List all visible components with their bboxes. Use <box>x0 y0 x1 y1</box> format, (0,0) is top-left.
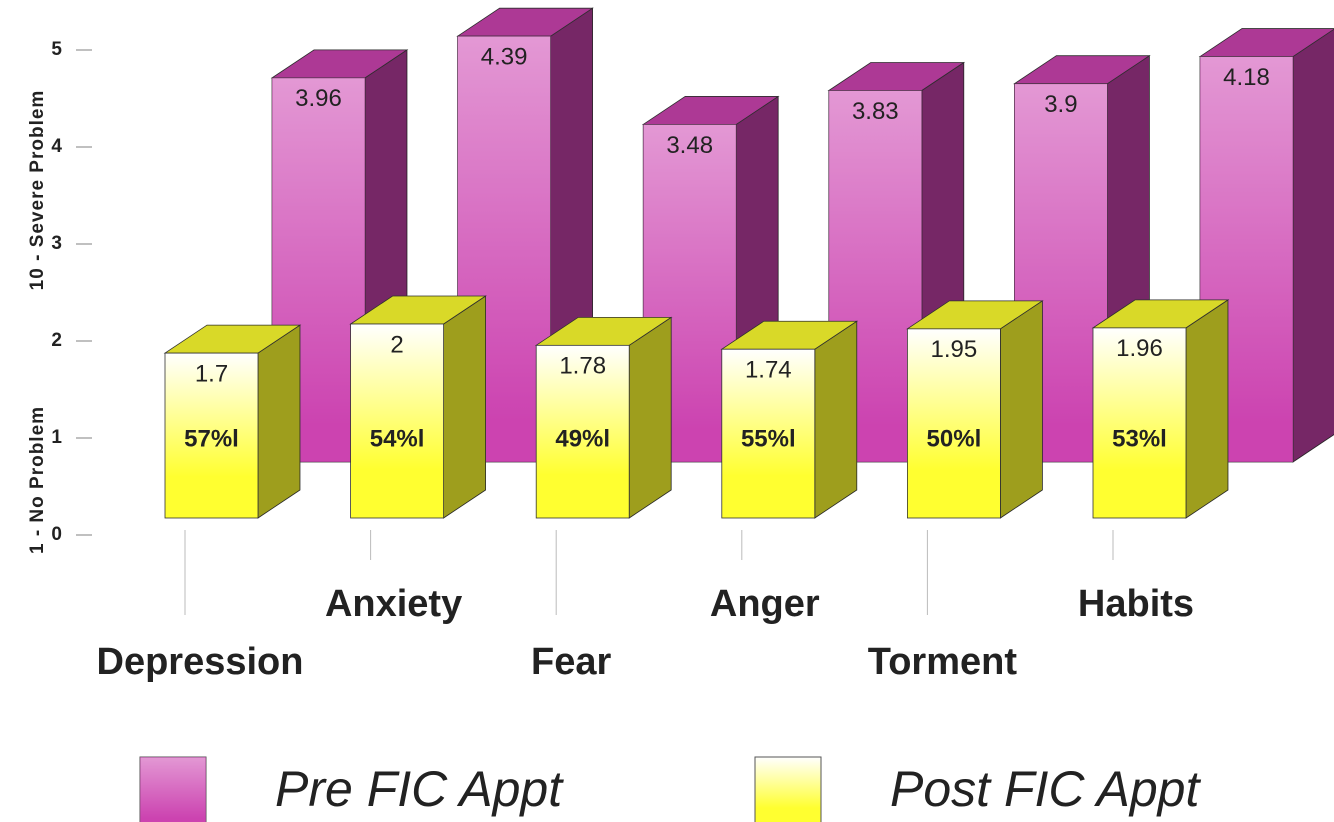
bar-side-shade <box>629 317 672 518</box>
percent-label: 50%l <box>927 425 982 452</box>
bar <box>721 348 816 519</box>
bar <box>164 352 259 519</box>
data-label: 3.96 <box>295 85 342 112</box>
bar-top-shade <box>350 296 486 324</box>
legend-label: Post FIC Appt <box>890 761 1201 817</box>
y-tick-label: 4 <box>51 136 62 157</box>
bar-3d: 1.95 50%l <box>906 300 1044 519</box>
bar-3d: 2 54%l <box>349 295 487 519</box>
data-label: 2 <box>390 331 403 358</box>
data-label: 3.83 <box>852 98 899 125</box>
data-label: 1.96 <box>1116 335 1163 362</box>
legend-swatch <box>754 756 822 822</box>
percent-label: 55%l <box>741 425 796 452</box>
bar-top-shade <box>828 62 964 91</box>
bar-side-shade <box>1293 29 1334 462</box>
bar-top-shade <box>457 8 593 37</box>
bar <box>350 323 445 519</box>
y-tick-label: 1 <box>51 427 62 448</box>
percent-label: 49%l <box>555 425 610 452</box>
bar-side-shade <box>1186 299 1228 518</box>
bar-top-shade <box>272 49 407 78</box>
y-tick-label: 5 <box>51 39 62 60</box>
percent-label: 57%l <box>184 425 239 452</box>
bar-top-shade <box>1093 299 1228 328</box>
x-tick-label: Anxiety <box>325 583 462 625</box>
data-label: 3.9 <box>1044 91 1077 118</box>
percent-label: 53%l <box>1112 425 1167 452</box>
bar-side-shade <box>814 321 857 518</box>
bar-top-shade <box>1200 28 1334 57</box>
bar-top-shade <box>907 300 1043 329</box>
data-label: 4.39 <box>481 44 528 71</box>
data-label: 4.18 <box>1223 64 1270 91</box>
bar-side-shade <box>258 325 300 518</box>
y-axis-label: 1 - No Problem <box>27 406 48 554</box>
legend-label: Pre FIC Appt <box>275 761 564 817</box>
bar-side-shade <box>443 296 486 518</box>
bar-3d: 1.74 55%l <box>720 320 859 519</box>
data-label: 3.48 <box>666 132 713 159</box>
bar-top-shade <box>1014 55 1150 84</box>
bar-side-shade <box>1000 300 1043 518</box>
y-tick-label: 0 <box>51 524 62 545</box>
percent-label: 54%l <box>370 425 425 452</box>
bar-3d: 1.96 53%l <box>1091 299 1230 519</box>
x-tick-label: Torment <box>868 641 1018 683</box>
data-label: 1.95 <box>931 336 978 363</box>
y-axis-label: 10 - Severe Problem <box>27 90 48 291</box>
y-tick-label: 2 <box>51 330 62 351</box>
data-label: 1.74 <box>745 357 792 384</box>
data-label: 1.7 <box>195 360 228 387</box>
bar <box>1092 327 1187 519</box>
x-tick-label: Depression <box>97 641 304 683</box>
bar-top-shade <box>721 321 857 350</box>
bar-3d: 1.7 57%l <box>163 324 302 519</box>
bar-top-shade <box>165 325 300 354</box>
legend-swatch-tint <box>140 757 206 822</box>
bar-top-shade <box>536 317 672 346</box>
bar <box>535 344 630 519</box>
x-tick-label: Habits <box>1078 583 1194 625</box>
bar <box>907 328 1001 519</box>
bar-top-shade <box>643 96 779 125</box>
data-label: 1.78 <box>559 353 606 380</box>
y-tick-label: 3 <box>51 233 62 254</box>
bar-3d: 1.78 49%l <box>534 316 673 519</box>
x-tick-label: Fear <box>531 641 611 683</box>
x-tick-label: Anger <box>710 583 820 625</box>
